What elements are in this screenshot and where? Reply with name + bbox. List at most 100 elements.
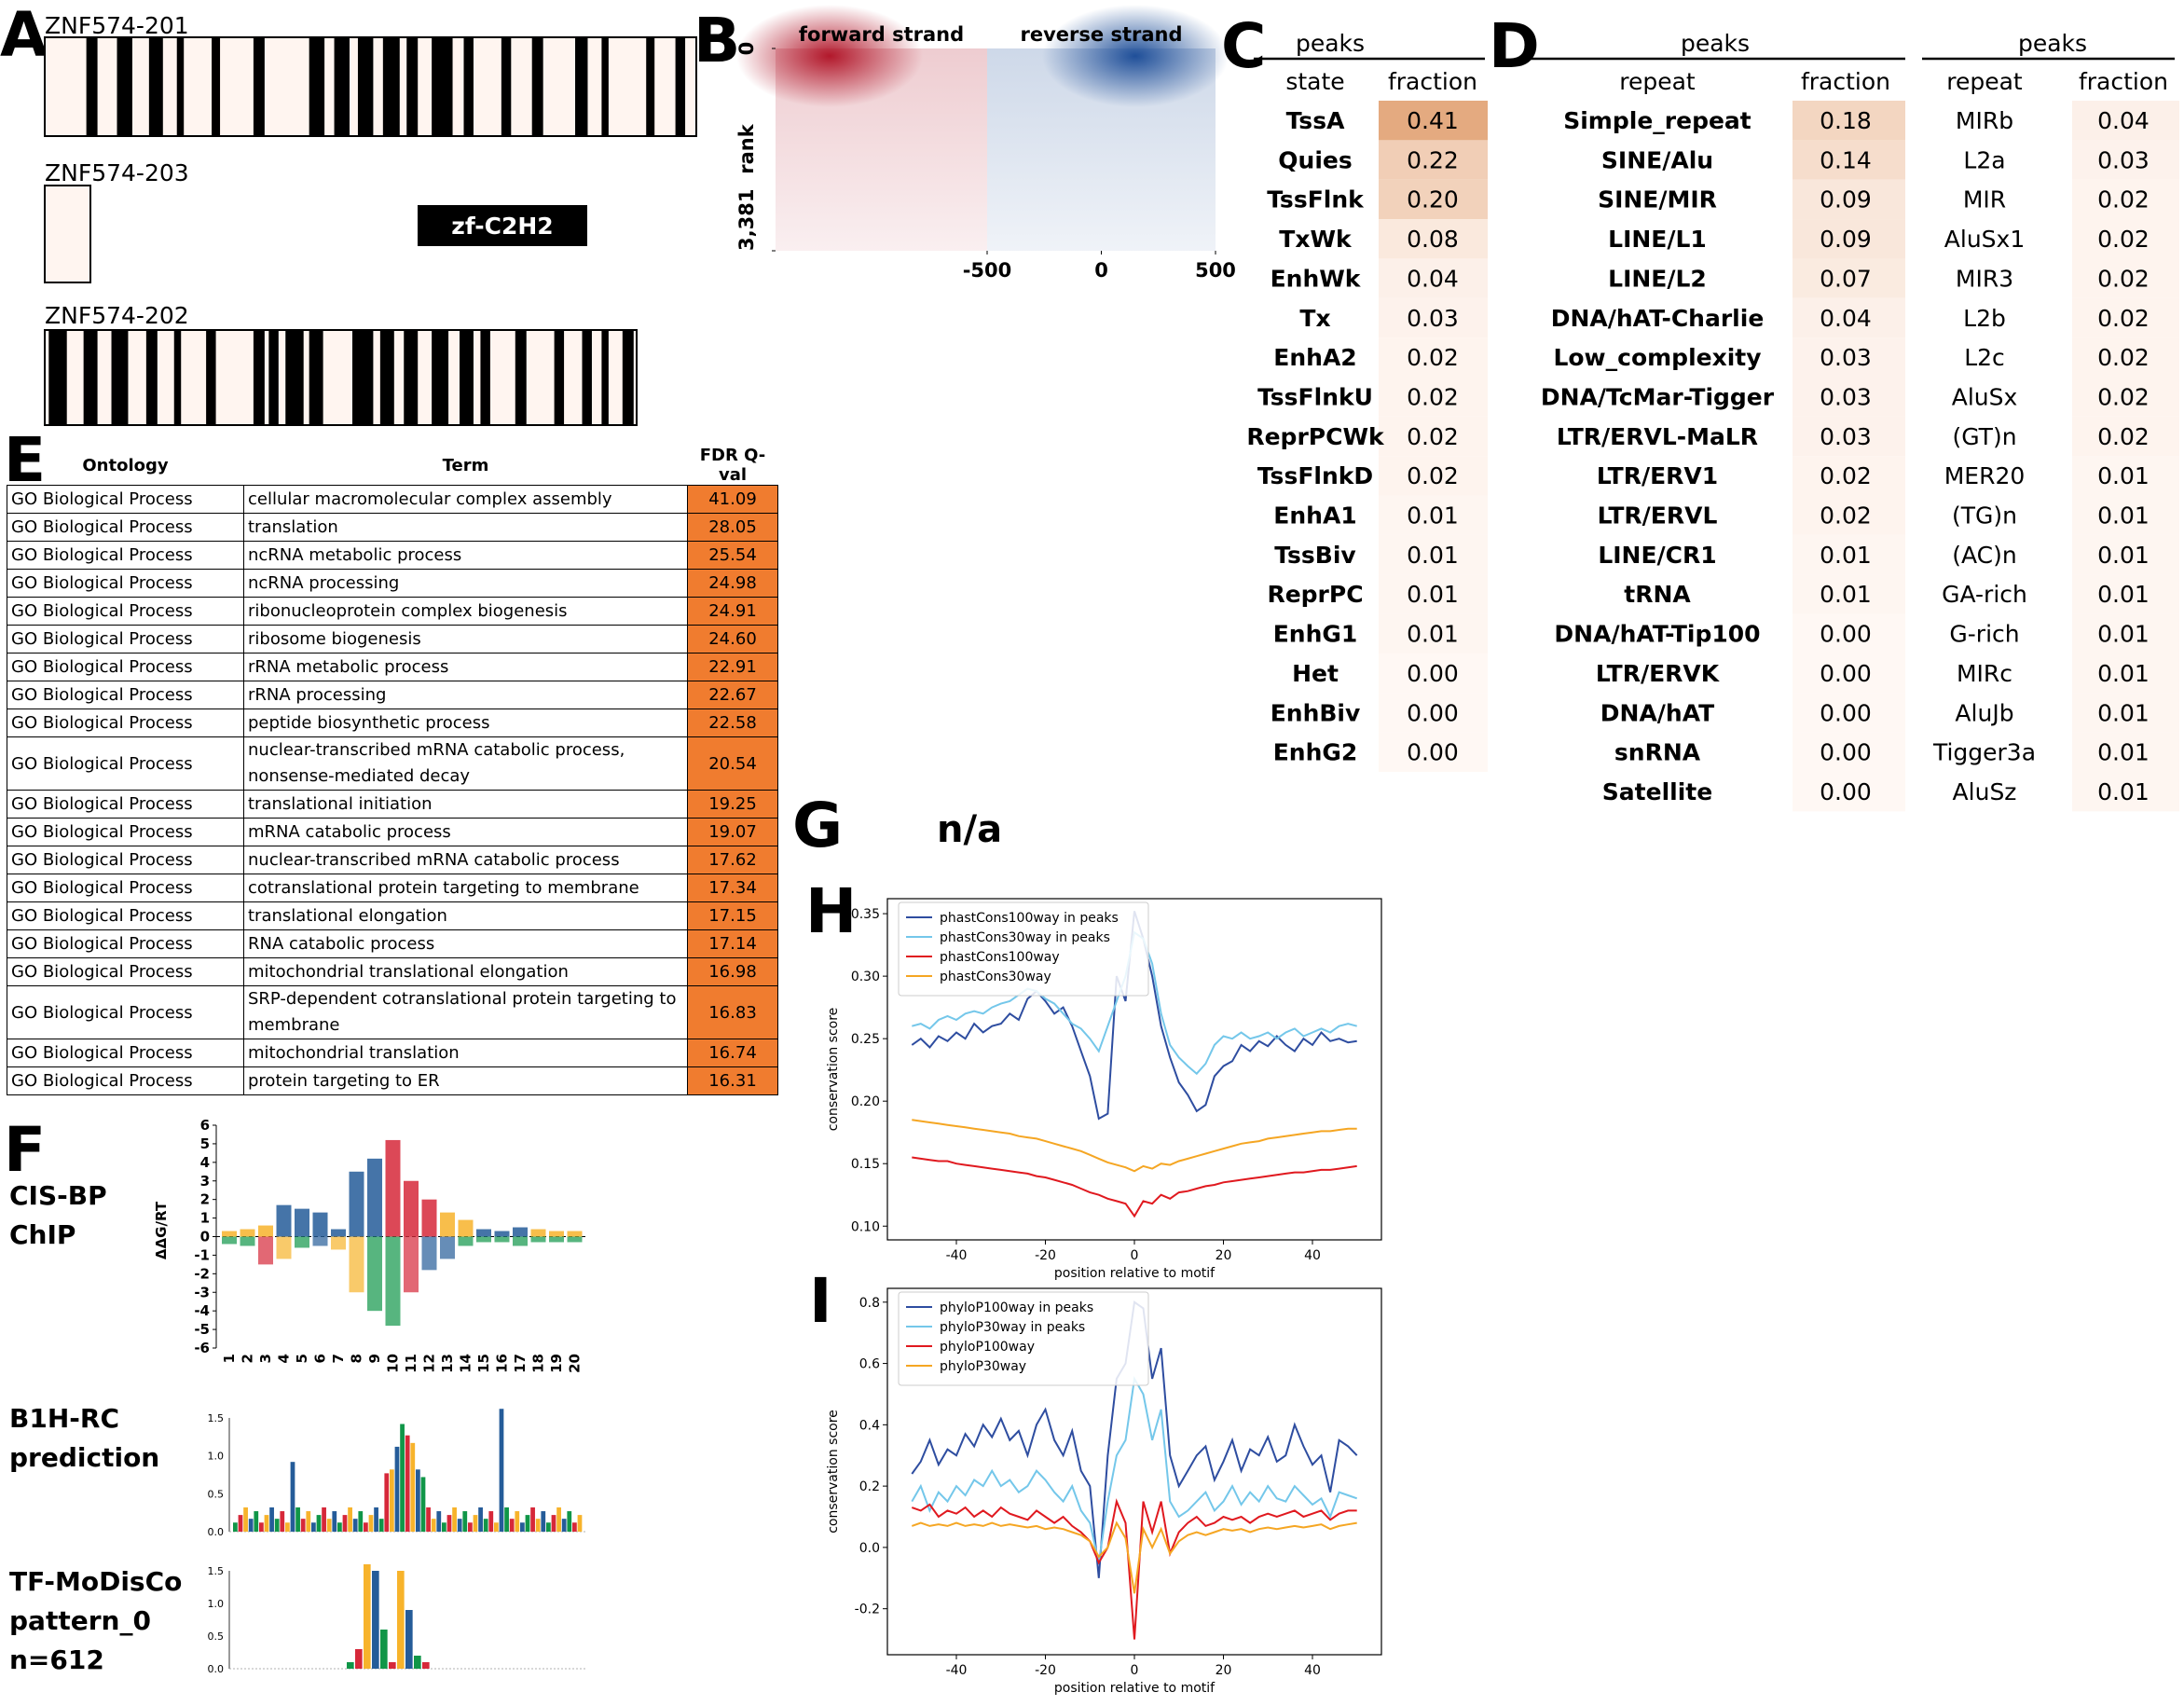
go-row: GO Biological Process nuclear-transcribed… (7, 736, 778, 791)
exon-stripe (48, 330, 67, 425)
legend-label: phyloP30way in peaks (940, 1320, 1085, 1335)
x-tick-label: 0 (1131, 1663, 1139, 1678)
logo-glyph (476, 1229, 491, 1237)
fraction-cell (1793, 179, 1905, 220)
fraction-cell (2072, 771, 2179, 812)
fraction-cell (2072, 416, 2179, 457)
fraction-value: 0.03 (1820, 383, 1872, 410)
table-title: peaks (1681, 30, 1750, 57)
logo-y-tick: 0.0 (208, 1663, 225, 1675)
logo-y-tick: -5 (194, 1321, 210, 1338)
legend-label: phastCons30way (940, 970, 1051, 984)
fraction-value: 0.41 (1407, 107, 1459, 134)
panel-label: I (809, 1265, 832, 1337)
fraction-cell (1793, 534, 1905, 575)
logo-glyph (358, 1511, 364, 1532)
go-ontology: GO Biological Process (7, 790, 244, 819)
logo-y-tick: -1 (194, 1246, 210, 1263)
logo-y-tick: 2 (200, 1191, 210, 1208)
row-label: EnhA1 (1273, 502, 1356, 530)
fraction-cell (1793, 337, 1905, 378)
go-row: GO Biological Process nuclear-transcribed… (7, 846, 778, 874)
go-term: mitochondrial translational elongation (243, 957, 688, 986)
exon-stripe (463, 37, 474, 136)
logo-glyph (572, 1522, 577, 1532)
fraction-cell (1379, 495, 1488, 535)
logo-name: B1H-RC (9, 1403, 119, 1434)
fraction-cell (1379, 219, 1488, 259)
row-label: DNA/hAT (1600, 699, 1714, 726)
logo-glyph (368, 1515, 374, 1532)
logo-y-tick: 1.5 (208, 1565, 225, 1577)
row-label: Low_complexity (1553, 344, 1761, 371)
logo-glyph (337, 1522, 342, 1532)
fraction-cell (2072, 456, 2179, 496)
row-label: ReprPCWk (1246, 423, 1385, 450)
fraction-cell (1379, 140, 1488, 180)
row-label: (TG)n (1952, 502, 2017, 530)
series-line (912, 1156, 1357, 1218)
fraction-value: 0.01 (2097, 660, 2150, 687)
y-tick-label: 0 (735, 42, 758, 56)
fraction-value: 0.04 (1820, 305, 1872, 332)
panel-g-text: n/a (937, 808, 1002, 851)
go-row: GO Biological Process cotranslational pro… (7, 874, 778, 902)
logo-x-tick: 19 (548, 1354, 565, 1373)
logo-glyph (494, 1236, 510, 1243)
logo-glyph (222, 1236, 237, 1245)
logo-glyph (476, 1236, 491, 1243)
logo-glyph (549, 1231, 564, 1237)
fraction-cell (2072, 297, 2179, 338)
exon-stripe (253, 330, 265, 425)
go-row: GO Biological Process translational elong… (7, 901, 778, 930)
logo-glyph (457, 1519, 462, 1532)
exon-stripe (379, 330, 394, 425)
x-axis-label: position relative to motif (1054, 1681, 1216, 1696)
logo-glyph (405, 1435, 410, 1532)
logo-glyph (509, 1519, 515, 1532)
table-header: fraction (2079, 68, 2168, 95)
fraction-cell (1379, 258, 1488, 298)
exon-stripe (404, 330, 419, 425)
logo-y-tick: 1.0 (208, 1451, 225, 1463)
x-tick-label: 0 (1131, 1248, 1139, 1263)
logo-x-tick: 6 (312, 1354, 329, 1363)
fraction-value: 0.02 (2097, 186, 2150, 213)
row-label: LINE/L2 (1608, 265, 1707, 292)
strand-title: reverse strand (1021, 23, 1183, 46)
transcript-name: ZNF574-202 (45, 302, 189, 329)
logo-glyph (380, 1630, 388, 1669)
logo-glyph (546, 1522, 551, 1532)
exon-stripe (268, 330, 279, 425)
logo-y-tick: 1.5 (208, 1412, 225, 1424)
fraction-cell (1379, 337, 1488, 378)
go-ontology: GO Biological Process (7, 818, 244, 846)
fdr-value: 19.25 (687, 790, 778, 819)
x-tick-label: -20 (1035, 1248, 1056, 1263)
go-term: ribosome biogenesis (243, 625, 688, 654)
logo-name: TF-MoDisCo (9, 1566, 182, 1597)
fraction-value: 0.03 (2097, 146, 2150, 173)
fraction-value: 0.02 (1820, 462, 1872, 489)
exon-stripe (554, 330, 565, 425)
table-header: state (1285, 68, 1344, 95)
logo-glyph (233, 1522, 238, 1532)
logo-y-tick: -3 (194, 1284, 210, 1300)
x-tick-label: -500 (963, 259, 1012, 282)
fraction-value: 0.01 (1407, 581, 1459, 608)
fraction-value: 0.02 (2097, 265, 2150, 292)
row-label: EnhG2 (1273, 739, 1358, 766)
fraction-cell (1379, 653, 1488, 694)
logo-x-tick: 7 (330, 1354, 347, 1363)
fraction-value: 0.04 (2097, 107, 2150, 134)
exon-stripe (460, 330, 474, 425)
logo-name: pattern_0 (9, 1605, 151, 1636)
table-header: repeat (1946, 68, 2023, 95)
exon-stripe (212, 37, 221, 136)
logo-x-tick: 9 (366, 1354, 383, 1363)
exon-stripe (117, 37, 132, 136)
exon-stripe (406, 37, 419, 136)
logo-glyph (494, 1522, 499, 1532)
logo-glyph (342, 1515, 348, 1532)
go-ontology: GO Biological Process (7, 541, 244, 570)
